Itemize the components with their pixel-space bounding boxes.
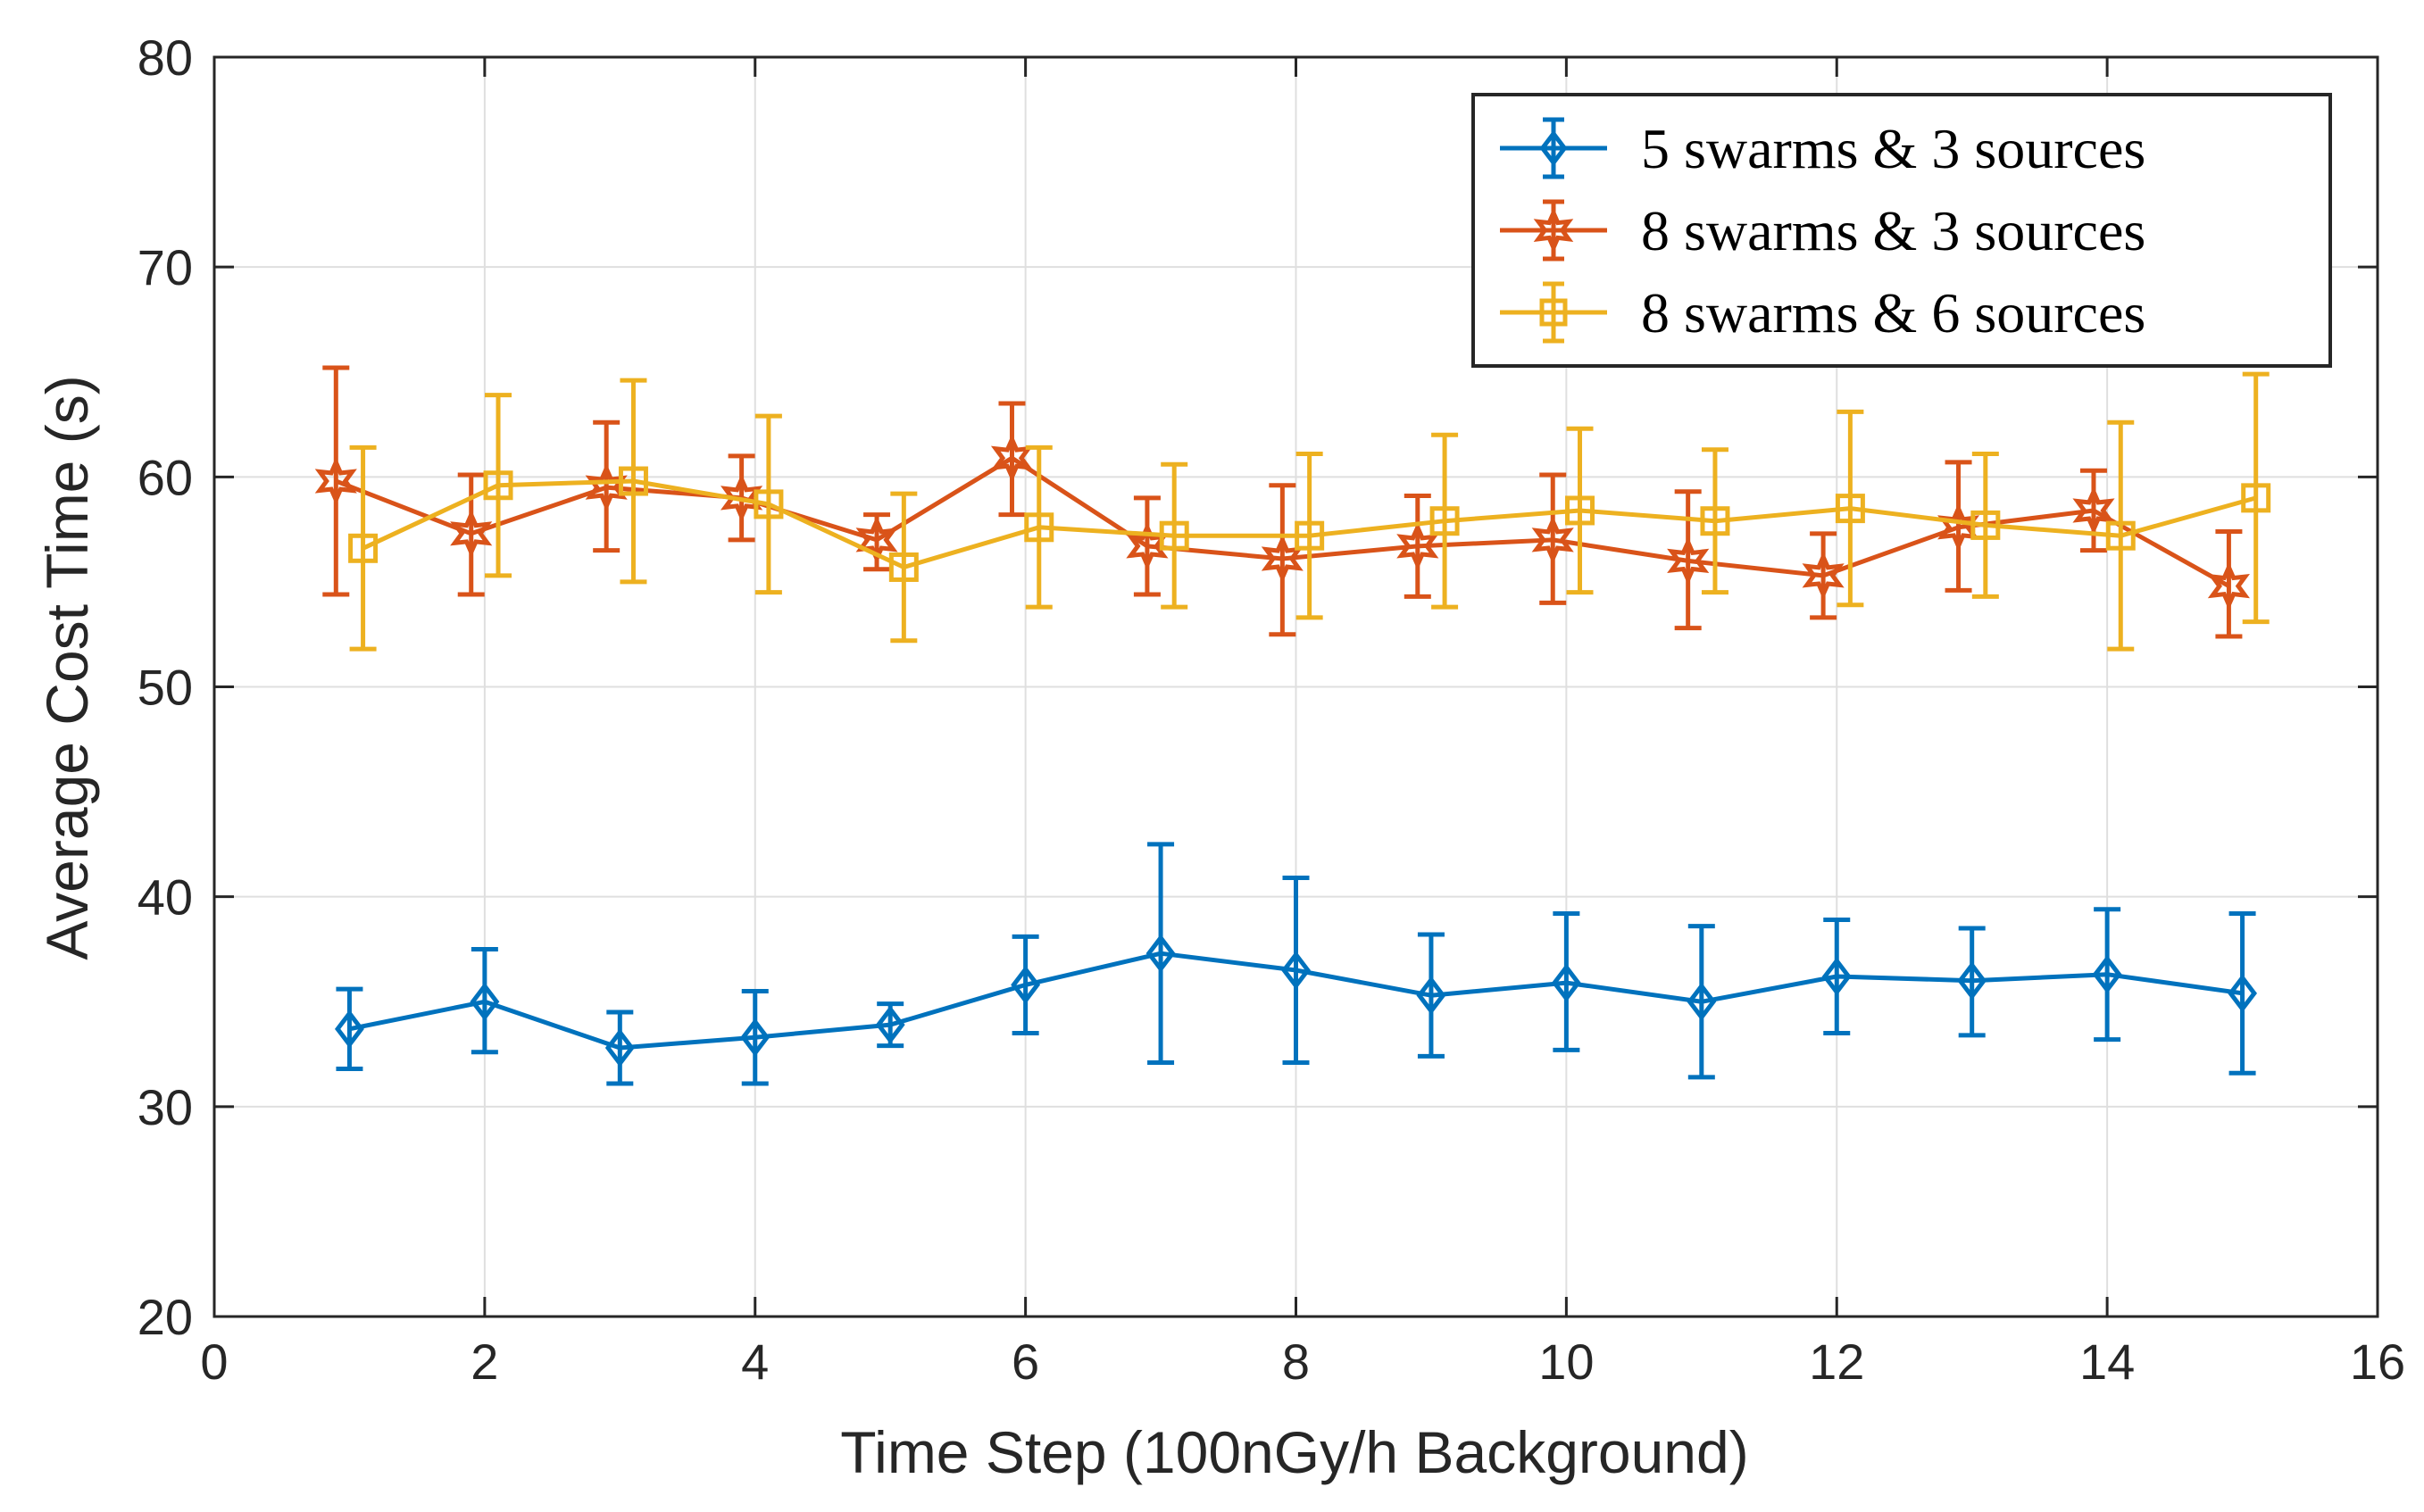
data-point — [1551, 963, 1581, 1002]
y-tick-label: 80 — [137, 29, 193, 86]
data-point — [1396, 521, 1439, 571]
data-point — [1970, 510, 2001, 540]
data-point — [855, 515, 898, 565]
data-point — [348, 533, 379, 563]
legend-label: 5 swarms & 3 sources — [1641, 117, 2145, 180]
data-point — [754, 489, 784, 519]
data-point — [1429, 506, 1460, 536]
data-point — [2207, 561, 2250, 611]
data-point — [1821, 957, 1852, 996]
x-tick-label: 8 — [1282, 1333, 1310, 1390]
data-point — [1159, 520, 1189, 551]
legend-entry: 5 swarms & 3 sources — [1500, 117, 2145, 180]
data-point — [2092, 955, 2122, 994]
series-3 — [348, 371, 2271, 652]
data-point — [1281, 951, 1311, 990]
legend: 5 swarms & 3 sources 8 swarms & 3 sources… — [1471, 93, 2332, 368]
legend-marker — [1539, 298, 1568, 327]
data-point — [334, 1009, 364, 1049]
data-point — [740, 1018, 771, 1057]
data-point — [1145, 934, 1176, 973]
x-tick-label: 6 — [1012, 1333, 1039, 1390]
axes-layer: 0 2 4 6 8 10 12 14 16 20 30 40 50 60 70 80 — [137, 29, 2405, 1390]
legend-marker — [1533, 207, 1574, 253]
data-point — [1531, 515, 1574, 565]
x-tick-label: 4 — [741, 1333, 769, 1390]
data-point — [2105, 520, 2136, 551]
x-tick-label: 10 — [1538, 1333, 1594, 1390]
legend-label: 8 swarms & 6 sources — [1641, 281, 2145, 345]
series-layer — [314, 365, 2271, 1086]
y-tick-label: 60 — [137, 449, 193, 505]
x-axis-label: Time Step (100nGy/h Background) — [840, 1419, 1748, 1485]
data-point — [2072, 486, 2115, 536]
data-point — [1295, 520, 1325, 551]
data-point — [1024, 512, 1054, 543]
data-point — [483, 470, 513, 501]
data-point — [604, 1028, 635, 1068]
series-line — [335, 455, 2230, 588]
data-point — [720, 473, 763, 523]
data-point — [2241, 483, 2271, 513]
data-point — [450, 509, 493, 558]
y-tick-label: 70 — [137, 239, 193, 295]
y-axis-label: Average Cost Time (s) — [34, 375, 100, 960]
data-point — [1667, 536, 1710, 586]
data-point — [875, 1005, 905, 1044]
legend-box — [1471, 93, 2332, 368]
data-point — [1416, 976, 1446, 1015]
x-tick-label: 16 — [2350, 1333, 2405, 1390]
x-tick-label: 14 — [2079, 1333, 2135, 1390]
y-tick-label: 50 — [137, 660, 193, 716]
data-point — [1687, 982, 1717, 1021]
data-point — [314, 456, 357, 506]
data-point — [1565, 495, 1595, 526]
data-point — [1700, 506, 1730, 536]
y-tick-label: 40 — [137, 869, 193, 926]
x-tick-label: 12 — [1809, 1333, 1864, 1390]
series-1 — [334, 842, 2258, 1086]
legend-marker — [1539, 129, 1568, 167]
x-tick-label: 0 — [200, 1333, 228, 1390]
data-point — [1835, 494, 1865, 524]
data-point — [2228, 974, 2258, 1013]
data-point — [470, 982, 500, 1021]
legend-entry: 8 swarms & 6 sources — [1500, 281, 2145, 345]
y-tick-label: 30 — [137, 1079, 193, 1135]
x-tick-label: 2 — [471, 1333, 498, 1390]
legend-entry: 8 swarms & 3 sources — [1500, 199, 2145, 262]
data-point — [888, 552, 919, 582]
data-point — [1957, 961, 1987, 1001]
data-point — [1011, 965, 1041, 1005]
data-point — [618, 466, 648, 496]
legend-label: 8 swarms & 3 sources — [1641, 199, 2145, 262]
series-line — [362, 478, 2257, 569]
data-point — [1802, 551, 1845, 601]
y-tick-label: 20 — [137, 1289, 193, 1345]
series-line — [348, 951, 2243, 1051]
